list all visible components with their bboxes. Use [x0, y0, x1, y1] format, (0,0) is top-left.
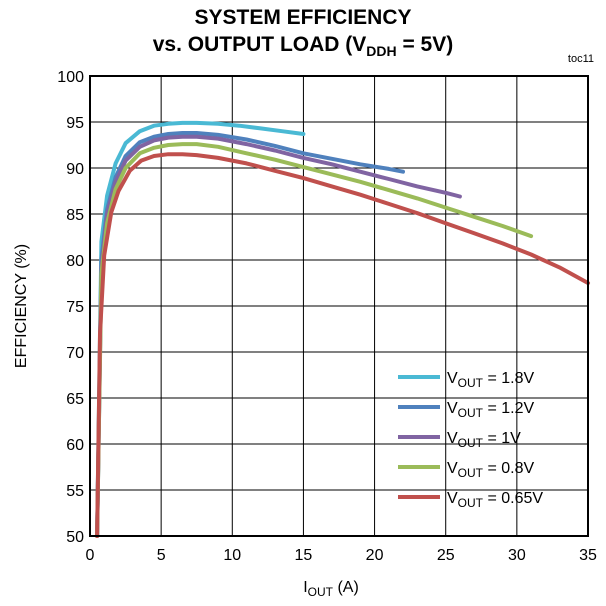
series-line — [95, 134, 462, 538]
y-axis-label: EFFICIENCY (%) — [13, 244, 30, 368]
title-subscript: DDH — [366, 43, 397, 60]
legend-label-prefix: V — [447, 430, 458, 447]
legend-label-suffix: = 1.8V — [483, 370, 534, 387]
legend-label-sub: OUT — [458, 466, 484, 480]
series-line — [95, 152, 590, 538]
legend-label: VOUT = 1.8V — [447, 370, 534, 390]
legend-label-sub: OUT — [458, 376, 484, 390]
legend-label-suffix: = 1V — [483, 430, 521, 447]
x-tick-label: 30 — [508, 547, 526, 564]
figure-tag: toc11 — [567, 53, 594, 65]
x-tick-label: 10 — [223, 547, 241, 564]
series-line — [95, 142, 534, 538]
legend-label-suffix: = 1.2V — [483, 400, 534, 417]
y-tick-label: 95 — [66, 115, 84, 132]
y-tick-label: 65 — [66, 391, 84, 408]
x-axis-label-sub: OUT — [308, 585, 334, 599]
chart-title-line1: SYSTEM EFFICIENCY — [194, 6, 412, 29]
y-tick-label: 50 — [66, 529, 84, 546]
x-axis-label-unit: (A) — [333, 579, 359, 596]
y-tick-label: 60 — [66, 437, 84, 454]
legend-label-suffix: = 0.8V — [483, 460, 534, 477]
y-tick-label: 80 — [66, 253, 84, 270]
y-tick-label: 85 — [66, 207, 84, 224]
title-suffix: = 5V) — [396, 33, 454, 56]
legend-label: VOUT = 0.8V — [447, 460, 534, 480]
x-tick-label: 20 — [366, 547, 384, 564]
y-tick-label: 100 — [57, 69, 84, 86]
legend-label: VOUT = 1V — [447, 430, 521, 450]
data-series — [95, 120, 590, 538]
x-tick-label: 0 — [86, 547, 95, 564]
x-axis-label-main: I — [303, 579, 307, 596]
legend-label: VOUT = 0.65V — [447, 490, 543, 510]
y-tick-label: 70 — [66, 345, 84, 362]
legend-label-prefix: V — [447, 460, 458, 477]
chart-title-line2: vs. OUTPUT LOAD (VDDH = 5V) — [0, 33, 606, 59]
x-tick-label: 15 — [295, 547, 313, 564]
legend-label-prefix: V — [447, 400, 458, 417]
series-line — [95, 120, 306, 538]
legend-label-sub: OUT — [458, 406, 484, 420]
legend-label-sub: OUT — [458, 496, 484, 510]
plot-frame — [89, 75, 589, 537]
tick-labels: 0 5 10 15 20 25 30 35 50 55 60 65 70 75 80 85 90 95 100 — [57, 69, 597, 564]
title-prefix: vs. OUTPUT LOAD (V — [152, 33, 367, 56]
legend-label-sub: OUT — [458, 436, 484, 450]
legend-label-prefix: V — [447, 490, 458, 507]
x-tick-label: 35 — [579, 547, 597, 564]
x-tick-label: 25 — [437, 547, 455, 564]
x-axis-label: IOUT (A) — [303, 579, 359, 599]
x-tick-label: 5 — [157, 547, 166, 564]
legend-label-suffix: = 0.65V — [483, 490, 543, 507]
grid-lines — [89, 75, 589, 537]
legend-label-prefix: V — [447, 370, 458, 387]
y-tick-label: 75 — [66, 299, 84, 316]
y-tick-label: 90 — [66, 161, 84, 178]
y-tick-label: 55 — [66, 483, 84, 500]
legend-label: VOUT = 1.2V — [447, 400, 534, 420]
